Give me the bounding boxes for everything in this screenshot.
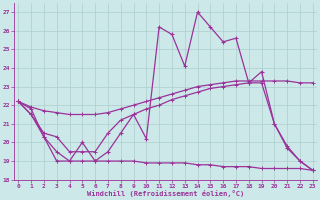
X-axis label: Windchill (Refroidissement éolien,°C): Windchill (Refroidissement éolien,°C): [87, 190, 244, 197]
